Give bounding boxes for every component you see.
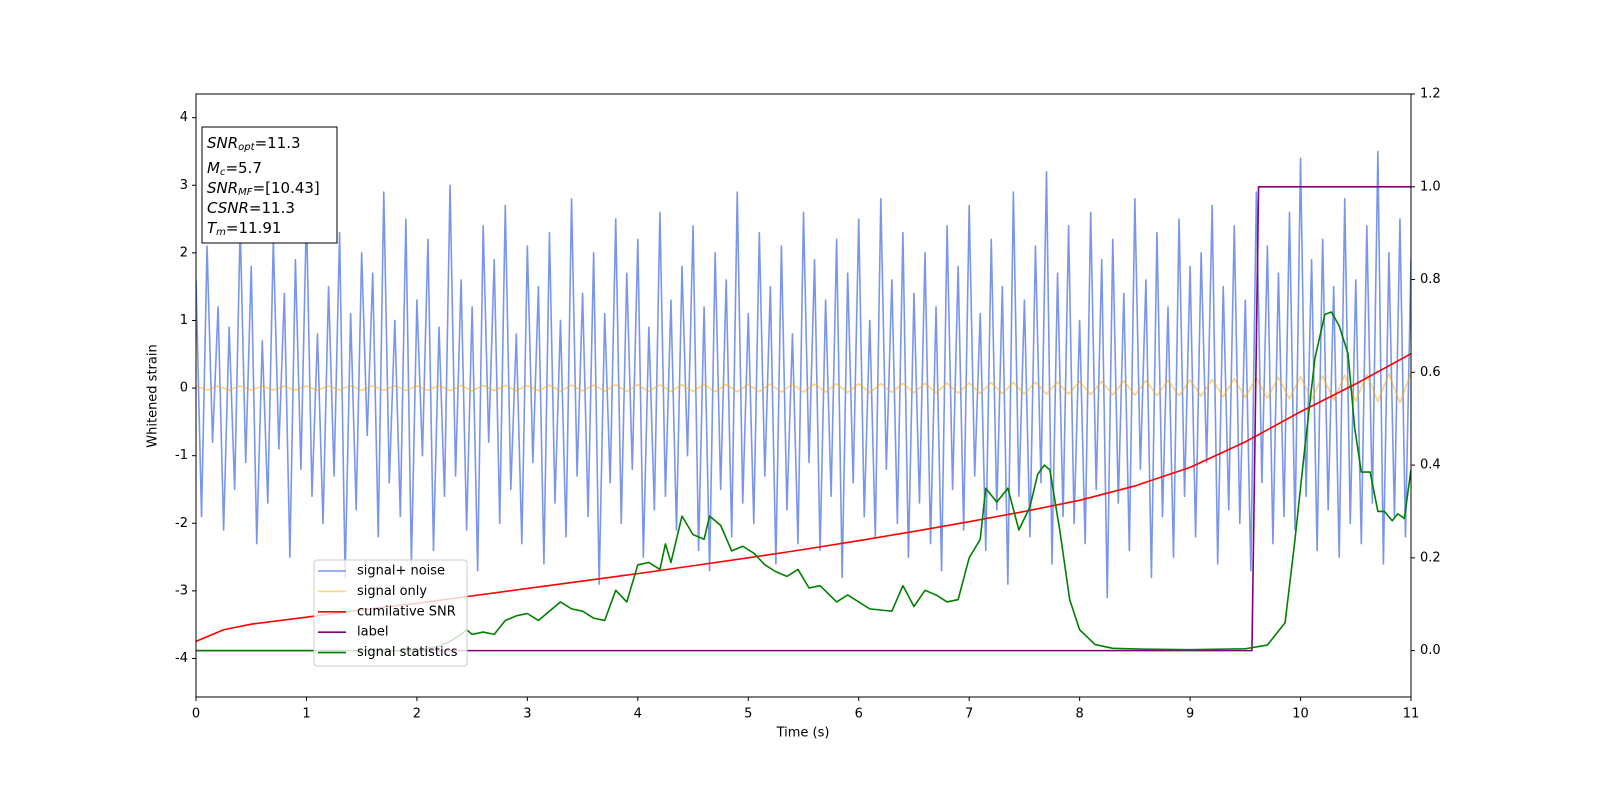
info-line: CSNR=11.3 — [207, 199, 295, 217]
y-axis-label: Whitened strain — [146, 344, 161, 447]
series-line — [196, 311, 1411, 652]
legend-label: signal+ noise — [357, 564, 445, 579]
info-name: M — [207, 159, 220, 177]
legend-frame — [313, 559, 468, 667]
info-frame — [201, 126, 338, 244]
series-line — [196, 185, 1411, 652]
info-box: SNRopt=11.3Mc=5.7SNRMF=[10.43]CSNR=11.3T… — [201, 126, 338, 244]
y-tick-label: -1 — [175, 448, 188, 463]
x-axis-label: Time (s) — [776, 726, 830, 741]
y2-tick-label: 1.0 — [1420, 179, 1441, 194]
legend-label: signal statistics — [357, 645, 458, 660]
x-tick-label: 2 — [413, 707, 421, 722]
info-text: =11.3 — [255, 134, 301, 152]
y2-tick-label: 0.6 — [1420, 365, 1441, 380]
y2-tick-label: 0.2 — [1420, 550, 1441, 565]
y2-tick-label: 1.2 — [1420, 87, 1441, 102]
info-line: Mc=5.7 — [207, 159, 262, 179]
y2-tick-label: 0.8 — [1420, 272, 1441, 287]
info-name: T — [207, 219, 218, 237]
x-tick-label: 0 — [192, 707, 200, 722]
info-line: SNRMF=[10.43] — [207, 179, 320, 199]
y-tick-label: 2 — [180, 245, 188, 260]
x-tick-label: 8 — [1075, 707, 1083, 722]
info-sub: m — [216, 227, 226, 238]
info-text: =[10.43] — [253, 179, 320, 197]
x-tick-label: 11 — [1403, 707, 1420, 722]
info-line: Tm=11.91 — [207, 219, 281, 239]
legend-label: signal only — [357, 584, 427, 599]
x-tick-label: 5 — [744, 707, 752, 722]
y-tick-label: -3 — [175, 583, 188, 598]
y2-tick-label: 0.4 — [1420, 458, 1441, 473]
info-text: =5.7 — [225, 159, 261, 177]
y2-tick-label: 0.0 — [1420, 643, 1441, 658]
info-name: SNR — [207, 134, 238, 152]
info-name: SNR — [207, 179, 238, 197]
legend-label: label — [357, 625, 388, 640]
series-line — [196, 150, 1411, 599]
x-tick-label: 7 — [965, 707, 973, 722]
y-tick-label: 4 — [180, 110, 188, 125]
info-sub: c — [220, 167, 226, 178]
info-name: CSNR — [207, 199, 249, 217]
x-tick-label: 9 — [1186, 707, 1194, 722]
axes: 0 1 2 3 4 5 6 7 8 9 10 11 -4 -3 -2 -1 0 1 2 3 4 0.0 0.2 0.4 0.6 0… — [175, 87, 1441, 722]
x-tick-label: 3 — [523, 707, 531, 722]
x-tick-label: 6 — [855, 707, 863, 722]
y-tick-label: 3 — [180, 178, 188, 193]
y-tick-label: -4 — [175, 651, 188, 666]
y-tick-label: 1 — [180, 313, 188, 328]
info-line: SNRopt=11.3 — [207, 134, 301, 154]
info-text: =11.3 — [249, 199, 295, 217]
legend-label: cumilative SNR — [357, 604, 456, 619]
series-line — [196, 372, 1411, 404]
y-tick-label: 0 — [180, 381, 188, 396]
axes-frame — [195, 93, 1412, 698]
x-tick-label: 10 — [1292, 707, 1309, 722]
info-text: =11.91 — [226, 219, 282, 237]
legend: signal+ noise signal only cumilative SNR la… — [313, 559, 468, 667]
info-sub: MF — [238, 187, 253, 198]
info-sub: opt — [238, 142, 255, 153]
x-tick-label: 1 — [302, 707, 310, 722]
x-tick-label: 4 — [634, 707, 642, 722]
y-tick-label: -2 — [175, 516, 188, 531]
